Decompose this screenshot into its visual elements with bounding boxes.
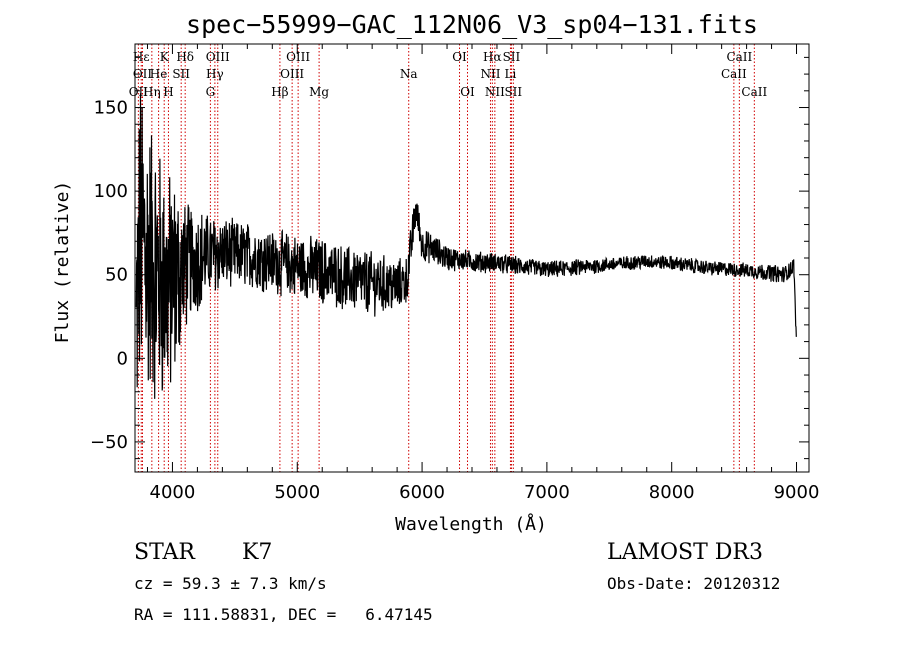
spectral-line-label: OIII	[286, 50, 310, 64]
spectral-line-label: OIII	[206, 50, 230, 64]
x-tick-label: 4000	[150, 482, 196, 503]
y-axis-label: Flux (relative)	[52, 181, 73, 344]
spectral-line-label: SII	[172, 67, 190, 81]
spectral-line-label: Mg	[309, 85, 329, 99]
x-tick-label: 5000	[274, 482, 320, 503]
spectral-line-label: NII	[480, 67, 500, 81]
y-tick-label: 0	[117, 348, 128, 369]
spectral-line-label: Hα	[483, 50, 502, 64]
chart-title: spec−55999−GAC_112N06_V3_sp04−131.fits	[186, 10, 758, 39]
spectral-line-label: Hγ	[206, 67, 224, 81]
spectral-line-label: SII	[503, 50, 521, 64]
spectral-line-label: Hβ	[271, 85, 288, 99]
axis-ticks: 4000 5000 6000 7000 8000 9000 −50 0 50 100 150	[90, 44, 819, 503]
y-tick-label: 150	[94, 98, 128, 119]
spectral-line-label: G	[206, 85, 216, 99]
spectral-line-label: He	[150, 67, 168, 81]
spectral-line-label: OII	[133, 67, 153, 81]
y-tick-label: 100	[94, 181, 128, 202]
x-tick-label: 6000	[399, 482, 445, 503]
spectral-line-label: Na	[400, 67, 418, 81]
spectral-line-label: OII	[129, 85, 149, 99]
spectral-line-label: H	[163, 85, 173, 99]
spectral-line-label: CaII	[726, 50, 752, 64]
observation-date: Obs-Date: 20120312	[607, 574, 780, 593]
spectral-line-label: NII	[485, 85, 505, 99]
spectral-line-label: OI	[460, 85, 475, 99]
spectral-line-label: Hε	[133, 50, 150, 64]
spectral-line-label: Hη	[143, 85, 161, 99]
y-tick-label: 50	[105, 265, 128, 286]
spectral-line-label: CaII	[741, 85, 767, 99]
spectral-line-label: K	[160, 50, 170, 64]
x-tick-label: 8000	[649, 482, 695, 503]
spectral-line-label: OIII	[280, 67, 304, 81]
spectral-line-label: OI	[452, 50, 467, 64]
x-axis-label: Wavelength (Å)	[395, 513, 547, 535]
spectral-line-label: Hδ	[176, 50, 194, 64]
x-tick-label: 7000	[524, 482, 570, 503]
redshift-cz: cz = 59.3 ± 7.3 km/s	[134, 574, 327, 593]
spectrum-line	[135, 93, 797, 399]
spectral-line-labels: OIIHεOIIHηHeKHSIIHδGHγOIIIHβOIIIOIIIMgNa…	[129, 50, 768, 99]
spectral-line-label: CaII	[721, 67, 747, 81]
object-subclass: K7	[242, 540, 272, 565]
spectral-line-label: Li	[505, 67, 517, 81]
survey-name: LAMOST DR3	[607, 540, 763, 565]
object-class: STAR	[134, 540, 196, 565]
x-tick-label: 9000	[774, 482, 820, 503]
y-tick-label: −50	[90, 432, 128, 453]
spectral-line-label: SII	[504, 85, 522, 99]
coordinates: RA = 111.58831, DEC = 6.47145	[134, 605, 433, 624]
